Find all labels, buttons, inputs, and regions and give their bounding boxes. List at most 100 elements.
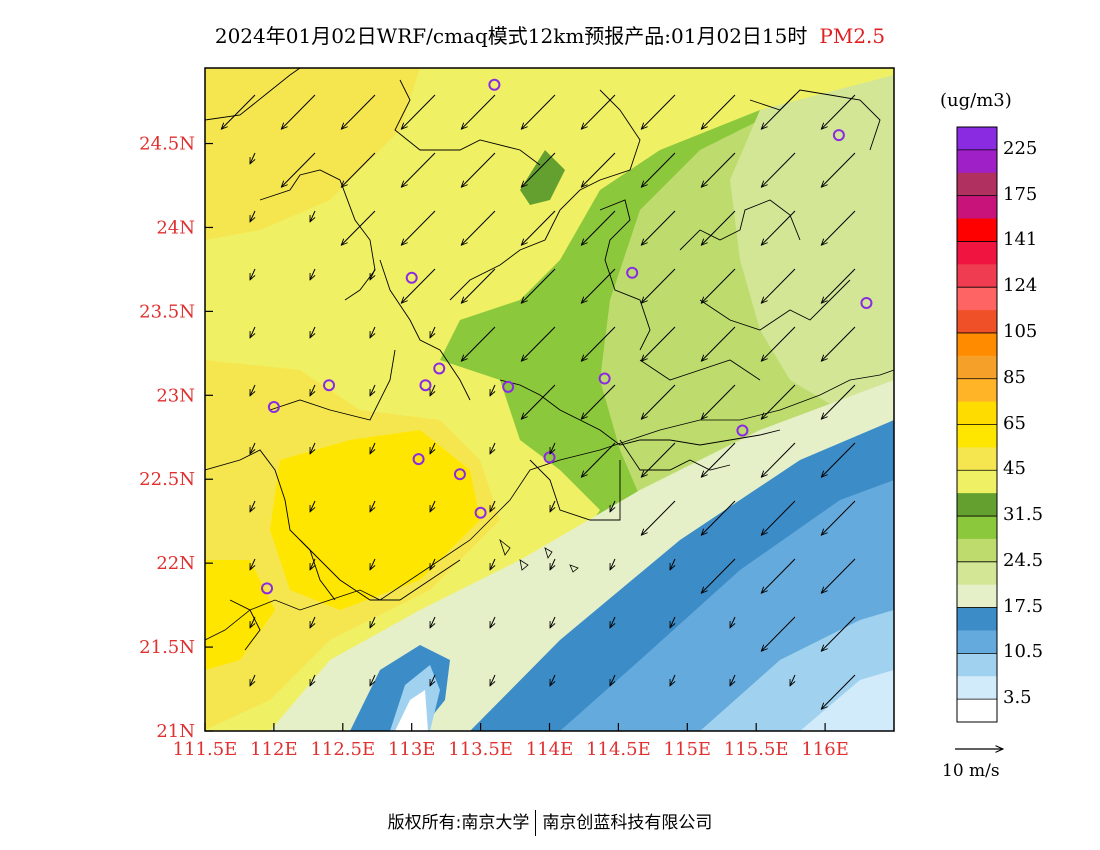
footer-left: 版权所有:南京大学: [387, 813, 530, 833]
x-tick-label: 115.5E: [724, 739, 789, 760]
wind-arrow: [670, 558, 675, 570]
wind-arrow: [430, 442, 435, 454]
wind-arrow: [701, 152, 736, 187]
wind-arrow: [461, 210, 496, 245]
wind-arrow: [641, 268, 676, 303]
wind-arrow: [790, 674, 795, 686]
colorbar-segment: [957, 538, 997, 563]
wind-arrow: [521, 384, 556, 419]
station-marker: [502, 380, 515, 393]
wind-arrow: [401, 268, 436, 303]
station-marker: [405, 271, 418, 284]
wind-arrow: [641, 384, 676, 419]
title-main: 2024年01月02日WRF/cmaq模式12km预报产品:01月02日15时: [214, 24, 808, 48]
wind-arrow: [310, 674, 315, 686]
wind-arrow: [821, 210, 856, 245]
station-marker: [474, 506, 487, 519]
colorbar-label: 175: [1003, 183, 1038, 205]
colorbar-segment: [957, 516, 997, 540]
wind-arrow: [521, 152, 556, 187]
wind-arrow: [430, 500, 435, 512]
x-tick-label: 112E: [250, 739, 298, 760]
wind-arrow: [250, 500, 255, 512]
wind-arrow: [821, 268, 856, 303]
station-marker: [433, 362, 446, 375]
wind-arrow: [550, 558, 555, 570]
wind-vectors: [221, 94, 856, 709]
station-marker: [543, 451, 556, 464]
wind-arrow: [461, 152, 496, 187]
wind-arrow: [701, 500, 736, 535]
wind-arrow: [310, 268, 315, 280]
colorbar-segment: [957, 264, 997, 288]
station-marker: [860, 296, 873, 309]
y-tick-label: 23N: [156, 385, 195, 406]
wind-arrow: [281, 152, 316, 187]
wind-arrow: [370, 500, 375, 512]
wind-arrow: [461, 94, 496, 129]
station-marker: [832, 129, 845, 142]
colorbar-label: 10.5: [1003, 641, 1044, 663]
wind-arrow: [310, 326, 315, 338]
colorbar-segment: [957, 195, 997, 220]
colorbar-segment: [957, 172, 997, 197]
wind-arrow: [821, 616, 856, 651]
wind-arrow: [581, 210, 616, 245]
station-marker: [267, 401, 280, 414]
wind-arrow: [370, 616, 375, 628]
wind-arrow: [370, 674, 375, 686]
wind-arrow: [550, 500, 555, 512]
wind-arrow: [250, 384, 255, 396]
colorbar-segment: [957, 561, 997, 586]
wind-reference-label: 10 m/s: [942, 761, 1000, 781]
wind-arrow: [761, 384, 796, 419]
wind-arrow: [370, 384, 375, 396]
x-axis: 111.5E 112E 112.5E 113E 113.5E 114E 114.5E 115E…: [173, 723, 849, 760]
field-patch-31: [520, 150, 565, 205]
colorbar-label: 31.5: [1003, 504, 1044, 526]
colorbar-segment: [957, 424, 997, 448]
wind-arrow: [730, 616, 735, 628]
colorbar-label: 105: [1003, 320, 1038, 342]
y-tick-label: 22N: [156, 553, 195, 574]
wind-arrow: [310, 558, 315, 570]
wind-arrow: [250, 210, 255, 222]
wind-arrow: [670, 616, 675, 628]
station-marker: [261, 582, 274, 595]
y-tick-label: 24N: [156, 217, 195, 238]
wind-arrow: [581, 442, 616, 477]
wind-arrow: [761, 152, 796, 187]
colorbar-segment: [957, 630, 997, 654]
wind-arrow: [250, 616, 255, 628]
wind-arrow: [490, 500, 495, 512]
wind-arrow: [701, 210, 736, 245]
wind-arrow: [490, 384, 495, 396]
station-marker: [419, 379, 432, 392]
y-axis: 21N 21.5N 22N 22.5N 23N 23.5N 24N 24.5N: [139, 134, 213, 742]
wind-arrow: [370, 558, 375, 570]
wind-arrow: [821, 674, 856, 709]
wind-arrow: [821, 442, 856, 477]
station-marker: [323, 379, 336, 392]
wind-arrow: [730, 674, 735, 686]
colorbar-label: 141: [1003, 229, 1038, 251]
wind-arrow: [250, 674, 255, 686]
wind-arrow: [701, 94, 736, 129]
colorbar-label: 85: [1003, 366, 1026, 388]
station-marker: [598, 372, 611, 385]
wind-arrow: [610, 674, 615, 686]
footer-right: 南京创蓝科技有限公司: [542, 813, 713, 833]
wind-arrow: [641, 152, 676, 187]
wind-arrow: [581, 268, 616, 303]
wind-arrow: [281, 94, 316, 129]
colorbar-label: 17.5: [1003, 595, 1044, 617]
colorbar-segment: [957, 149, 997, 174]
field-sea-clean: [800, 670, 894, 731]
wind-arrow: [701, 442, 736, 477]
wind-arrow: [430, 326, 435, 338]
colorbar-segment: [957, 607, 997, 631]
wind-arrow: [490, 558, 495, 570]
wind-arrow: [430, 616, 435, 628]
copyright-footer: 版权所有:南京大学 南京创蓝科技有限公司: [0, 808, 1100, 836]
